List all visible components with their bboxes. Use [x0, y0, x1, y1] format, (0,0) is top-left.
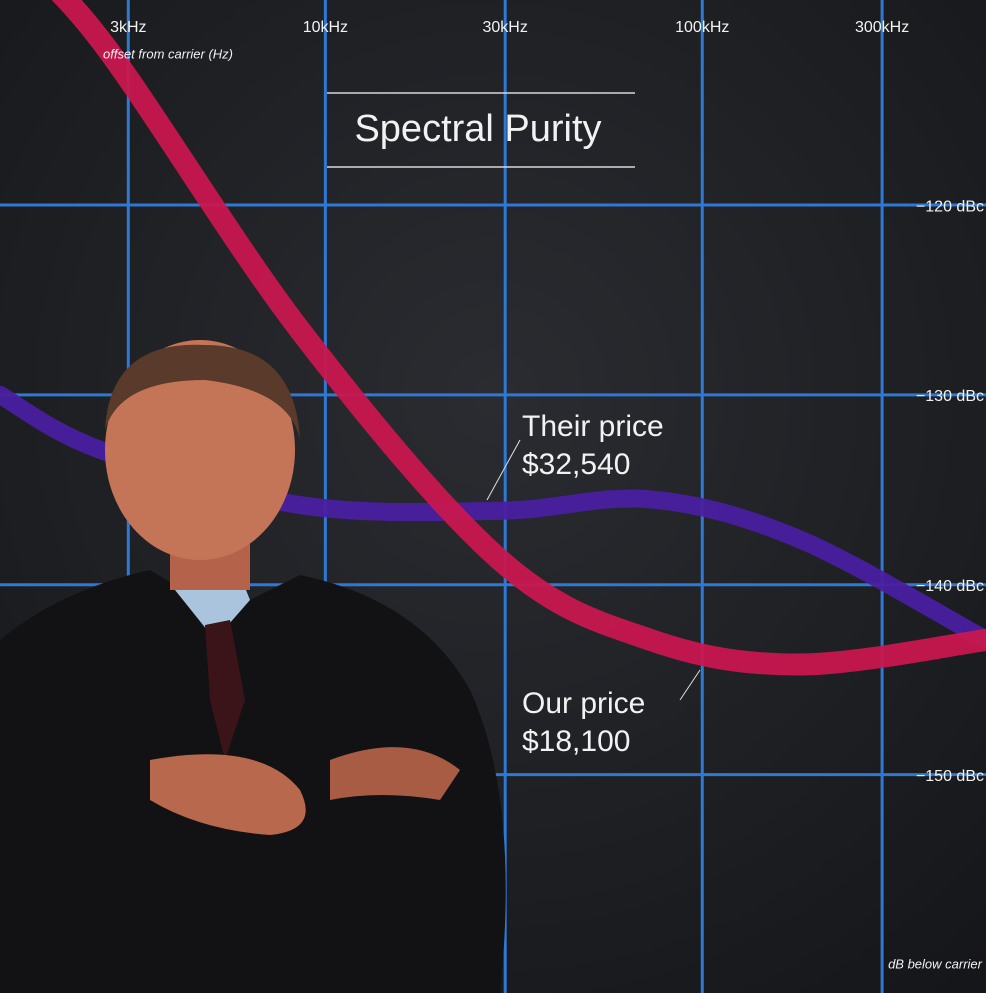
x-tick-label: 100kHz [675, 19, 729, 36]
y-axis-label: dB below carrier [888, 956, 983, 971]
x-tick-label: 300kHz [855, 19, 909, 36]
x-tick-label: 10kHz [303, 19, 348, 36]
y-tick-label: −130 dBc [916, 388, 984, 405]
y-tick-label: −140 dBc [916, 578, 984, 595]
chart: Spectral Purity offset from carrier (Hz)… [0, 0, 986, 993]
series-name: Their price [522, 410, 664, 443]
series-price: $32,540 [522, 448, 630, 481]
series-name: Our price [522, 687, 645, 720]
series-price: $18,100 [522, 725, 630, 758]
chart-title: Spectral Purity [354, 108, 601, 150]
y-tick-label: −150 dBc [916, 768, 984, 785]
y-tick-label: −120 dBc [916, 198, 984, 215]
page: Spectral Purity offset from carrier (Hz)… [0, 0, 986, 993]
x-axis-label: offset from carrier (Hz) [103, 46, 233, 61]
x-tick-label: 3kHz [110, 19, 146, 36]
x-tick-label: 30kHz [483, 19, 528, 36]
